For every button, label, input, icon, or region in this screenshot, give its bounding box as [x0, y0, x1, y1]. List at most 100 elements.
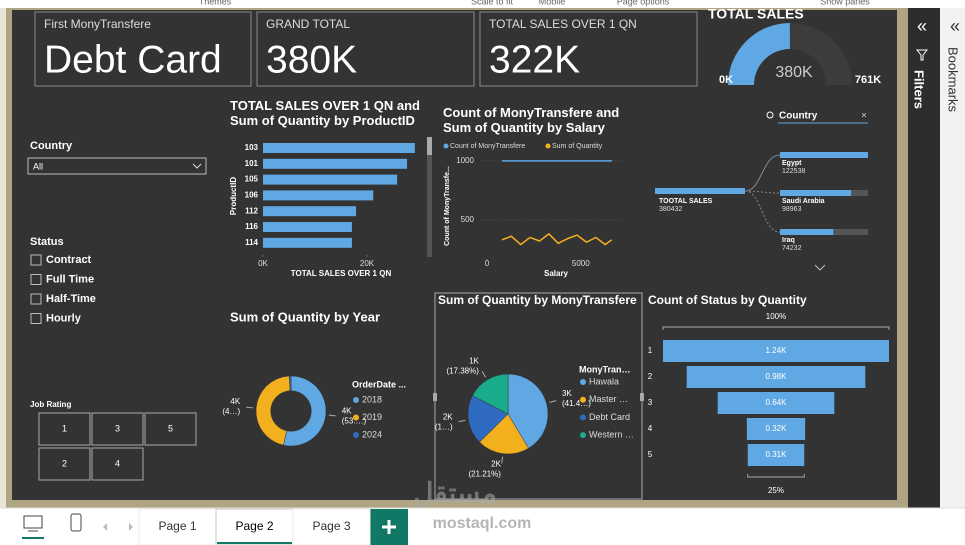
toolbar-item: Mobile [539, 0, 566, 6]
category-label: 2 [648, 372, 653, 381]
prev-page[interactable] [103, 523, 107, 531]
slice[interactable] [479, 413, 529, 455]
y-tick-label: 106 [245, 191, 259, 200]
rating-tile[interactable] [91, 447, 144, 481]
gauge-min-label: 0K [719, 74, 733, 86]
legend-label: 2024 [362, 429, 382, 439]
tree-node-value: 74232 [782, 245, 802, 252]
resize-handle[interactable] [433, 393, 437, 401]
expand-icon[interactable] [814, 264, 826, 271]
data-label: (4…) [222, 407, 240, 416]
slicer-title: Country [30, 140, 73, 152]
y-tick-label: 101 [245, 159, 259, 168]
checkbox[interactable] [30, 313, 42, 324]
data-label: 0.31K [766, 450, 788, 459]
card [34, 11, 252, 87]
tree-bar[interactable] [780, 190, 852, 196]
page-tab[interactable] [215, 508, 294, 545]
funnel-bar[interactable] [717, 392, 835, 414]
tree-bar[interactable] [780, 152, 868, 158]
slicer-option: Full Time [46, 273, 94, 285]
rating-tile[interactable] [91, 412, 144, 446]
x-axis-label: TOTAL SALES OVER 1 QN [291, 269, 392, 278]
leader-line [328, 414, 336, 417]
bookmarks-pane[interactable] [940, 8, 965, 508]
checkbox[interactable] [30, 274, 42, 285]
page-tab-label: Page 2 [235, 519, 273, 533]
legend-label: 2019 [362, 412, 382, 422]
filters-pane[interactable] [908, 8, 940, 508]
checkbox[interactable] [30, 293, 42, 305]
funnel-bar[interactable] [686, 366, 866, 388]
legend-marker [353, 414, 359, 421]
y-tick-label: 105 [245, 175, 259, 184]
y-tick-label: 103 [245, 143, 259, 152]
slice[interactable] [467, 395, 509, 443]
rating-option: 5 [168, 423, 173, 433]
legend-title: MonyTran… [579, 364, 631, 374]
slice[interactable] [289, 375, 292, 391]
rating-option: 4 [115, 458, 120, 468]
next-page[interactable] [129, 523, 133, 531]
resize-handle[interactable] [640, 393, 644, 401]
y-tick-label: 114 [245, 238, 258, 247]
scrollbar-thumb[interactable] [427, 137, 432, 155]
rating-tile[interactable] [144, 412, 197, 446]
x-tick-label: 0K [258, 259, 268, 268]
leader-line [501, 456, 504, 464]
data-label: 1K [469, 356, 479, 365]
chart-title: Sum of Quantity by MonyTransfere [438, 293, 637, 307]
legend-label: Count of MonyTransfere [450, 143, 525, 150]
desktop-icon[interactable] [23, 515, 43, 529]
rating-tile[interactable] [38, 447, 91, 481]
legend-label: Western … [589, 429, 634, 439]
tree-bar[interactable] [780, 229, 834, 235]
slice[interactable] [507, 373, 549, 449]
rating-option: 2 [62, 458, 67, 468]
data-label: 1.24K [766, 346, 788, 355]
chart-title: Sum of Quantity by Year [230, 309, 380, 324]
collapse-icon[interactable]: « [950, 16, 960, 36]
bar [263, 206, 357, 217]
slice[interactable] [472, 373, 509, 415]
slice[interactable] [283, 375, 327, 447]
pane-title: Bookmarks [946, 47, 961, 113]
tree-bar[interactable] [655, 188, 745, 194]
category-label: 3 [648, 398, 653, 407]
page-tab[interactable] [292, 508, 371, 545]
funnel-bar[interactable] [746, 418, 806, 440]
tree-node-value: 380432 [659, 206, 682, 213]
legend-marker [580, 432, 586, 439]
legend-marker [353, 432, 359, 438]
toolbar-item: Show panes [820, 0, 870, 6]
collapse-icon[interactable]: « [917, 16, 927, 36]
y-tick-label: 112 [245, 206, 258, 215]
legend-label: Debt Card [589, 412, 630, 422]
leader-line [481, 371, 487, 378]
mobile-icon[interactable] [70, 513, 82, 532]
slicer-title: Job Rating [30, 400, 71, 409]
slice[interactable] [255, 375, 291, 446]
data-label: 4K [342, 407, 352, 416]
dropdown[interactable] [27, 157, 207, 175]
funnel-bar[interactable] [663, 340, 889, 362]
funnel-bar[interactable] [747, 444, 805, 466]
tree-connector [744, 190, 781, 194]
data-label: 3K [562, 389, 572, 398]
checkbox[interactable] [30, 254, 42, 266]
page-tab[interactable] [138, 508, 217, 545]
tree-node-value: 98963 [782, 206, 802, 213]
clear-icon[interactable]: × [861, 111, 867, 122]
rating-tile[interactable] [38, 412, 91, 446]
filter-icon [915, 49, 929, 61]
scrollbar[interactable] [427, 137, 432, 257]
y-axis-label: Count of MonyTransfe... [444, 166, 451, 246]
bar [263, 174, 398, 185]
x-tick-label: 0 [485, 259, 490, 268]
bracket [662, 326, 890, 330]
legend-label: 2018 [362, 394, 382, 404]
leader-line [458, 419, 466, 422]
funnel-top-label: 100% [766, 312, 786, 321]
slicer-title: Status [30, 236, 64, 248]
card-label: TOTAL SALES OVER 1 QN [489, 17, 637, 31]
